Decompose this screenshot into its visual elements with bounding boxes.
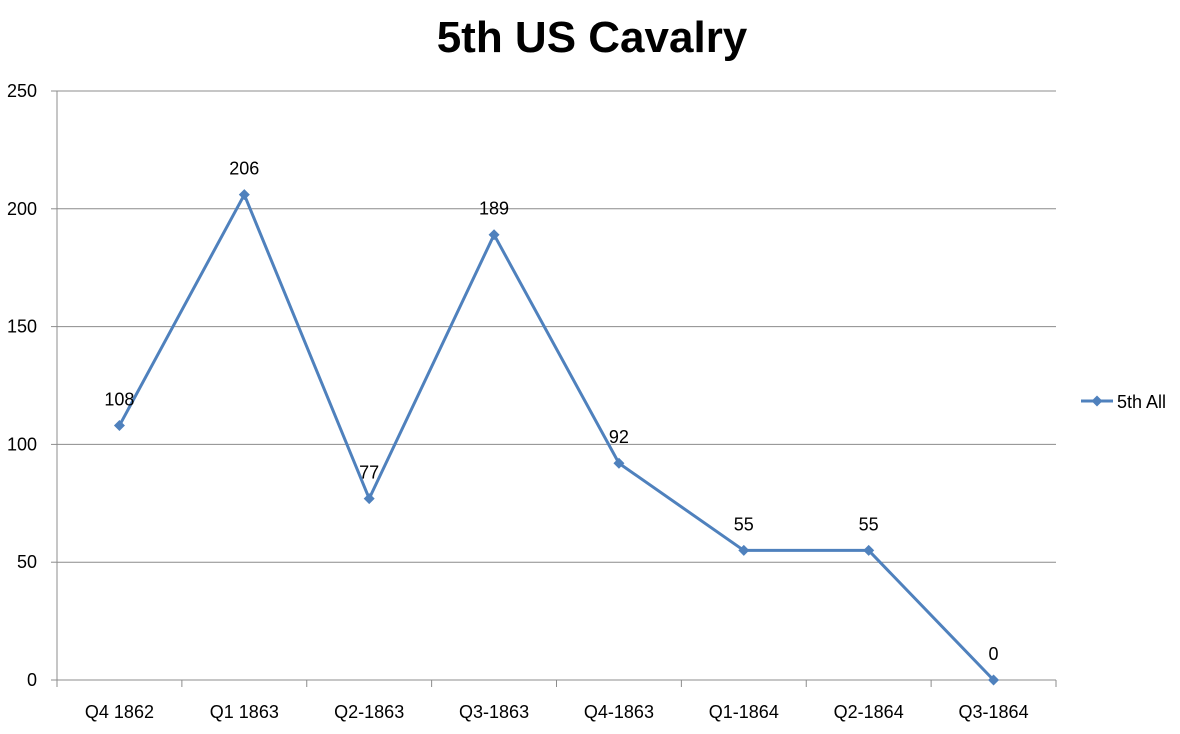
data-point-marker <box>238 189 250 201</box>
y-tick-label: 100 <box>7 434 37 454</box>
x-tick-label: Q3-1864 <box>959 702 1029 722</box>
series <box>113 189 1000 686</box>
y-tick-label: 250 <box>7 81 37 101</box>
data-point-marker <box>613 457 625 469</box>
x-tick-label: Q2-1863 <box>334 702 404 722</box>
data-point-marker <box>738 544 750 556</box>
data-point-marker <box>863 544 875 556</box>
data-label: 55 <box>859 514 879 534</box>
x-tick-label: Q4 1862 <box>85 702 154 722</box>
gridlines <box>57 90 1056 563</box>
x-tick-label: Q4-1863 <box>584 702 654 722</box>
data-point-marker <box>113 420 125 432</box>
axes: 0 50 100 150 200 250 Q4 1862 Q1 1863 Q2-1863 Q3-1… <box>7 81 1057 722</box>
data-label: 55 <box>734 514 754 534</box>
y-tick-label: 50 <box>17 552 37 572</box>
chart-title: 5th US Cavalry <box>437 13 748 62</box>
data-label: 206 <box>229 159 259 179</box>
legend-label: 5th All <box>1117 392 1166 412</box>
data-point-marker <box>363 493 375 505</box>
data-label: 77 <box>359 463 379 483</box>
legend: 5th All <box>1081 392 1166 412</box>
y-tick-label: 0 <box>27 670 37 690</box>
y-tick-label: 200 <box>7 199 37 219</box>
data-label: 0 <box>989 644 999 664</box>
data-point-marker <box>488 229 500 241</box>
data-label: 108 <box>104 390 134 410</box>
x-tick-label: Q2-1864 <box>834 702 904 722</box>
series-line <box>118 193 995 682</box>
x-tick-label: Q1-1864 <box>709 702 779 722</box>
x-tick-label: Q1 1863 <box>210 702 279 722</box>
data-label: 92 <box>609 427 629 447</box>
data-point-marker <box>988 674 1000 686</box>
y-tick-label: 150 <box>7 317 37 337</box>
data-label: 189 <box>479 199 509 219</box>
data-labels: 108 206 77 189 92 55 55 0 <box>104 159 998 664</box>
x-tick-label: Q3-1863 <box>459 702 529 722</box>
legend-marker <box>1091 395 1103 407</box>
